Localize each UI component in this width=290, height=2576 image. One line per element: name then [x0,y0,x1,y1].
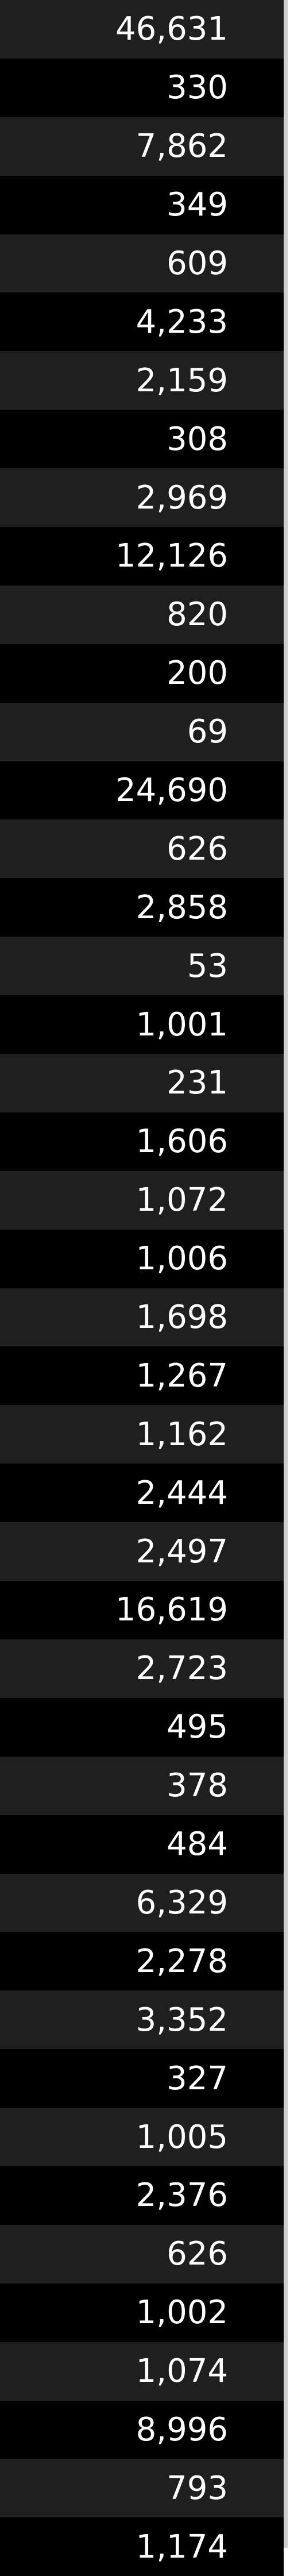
table-row: 16,619 [0,1581,284,1639]
table-cell-value: 1,006 [136,1240,228,1278]
table-row: 1,074 [0,2342,284,2401]
table-right-border [284,0,288,2548]
table-cell-value: 2,969 [136,479,228,517]
table-row: 8,996 [0,2400,284,2459]
table-row: 1,162 [0,1405,284,1464]
table-row: 2,159 [0,351,284,410]
table-cell-value: 1,074 [136,2352,228,2390]
number-column-table: 46,631 330 7,862 349 609 4,233 2,159 308 2,969 12… [0,0,284,2576]
table-row: 53 [0,937,284,996]
table-cell-value: 484 [167,1826,228,1863]
table-cell-value: 1,001 [136,1006,228,1044]
table-rows: 46,631 330 7,862 349 609 4,233 2,159 308 2,969 12… [0,0,284,2576]
table-row: 1,174 [0,2517,284,2576]
table-cell-value: 308 [167,420,228,458]
table-cell-value: 2,444 [136,1474,228,1512]
table-cell-value: 4,233 [136,303,228,341]
table-row: 495 [0,1697,284,1757]
table-row: 626 [0,819,284,879]
table-row: 484 [0,1815,284,1874]
table-cell-value: 1,072 [136,1181,228,1219]
table-cell-value: 12,126 [115,537,228,575]
table-row: 820 [0,585,284,644]
table-cell-value: 378 [167,1767,228,1805]
table-row: 1,001 [0,995,284,1054]
table-cell-value: 626 [167,2235,228,2273]
table-cell-value: 1,267 [136,1357,228,1395]
table-row: 1,072 [0,1170,284,1230]
table-row: 2,444 [0,1464,284,1523]
table-cell-value: 16,619 [115,1591,228,1629]
table-row: 793 [0,2459,284,2518]
table-row: 7,862 [0,117,284,176]
table-cell-value: 626 [167,830,228,868]
table-cell-value: 495 [167,1708,228,1746]
table-row: 2,858 [0,878,284,937]
table-row: 46,631 [0,0,284,59]
table-row: 4,233 [0,292,284,352]
table-cell-value: 46,631 [115,10,228,48]
table-cell-value: 53 [187,947,228,985]
table-cell-value: 6,329 [136,1884,228,1922]
table-cell-value: 609 [167,245,228,282]
table-cell-value: 69 [187,713,228,751]
table-row: 2,497 [0,1522,284,1581]
table-row: 12,126 [0,527,284,586]
table-cell-value: 1,606 [136,1123,228,1161]
table-row: 1,002 [0,2283,284,2342]
table-cell-value: 330 [167,69,228,107]
table-row: 626 [0,2224,284,2284]
table-row: 2,969 [0,468,284,527]
table-row: 6,329 [0,1873,284,1932]
table-row: 2,723 [0,1639,284,1698]
table-row: 24,690 [0,761,284,820]
table-row: 378 [0,1756,284,1815]
table-cell-value: 327 [167,2059,228,2097]
table-cell-value: 1,002 [136,2294,228,2332]
table-cell-value: 1,162 [136,1415,228,1453]
table-row: 349 [0,175,284,234]
table-row: 69 [0,702,284,761]
table-cell-value: 24,690 [115,772,228,810]
table-cell-value: 1,698 [136,1299,228,1337]
table-row: 1,698 [0,1288,284,1347]
table-cell-value: 8,996 [136,2411,228,2448]
table-cell-value: 820 [167,596,228,634]
table-row: 609 [0,234,284,293]
table-cell-value: 349 [167,186,228,224]
table-row: 2,376 [0,2166,284,2225]
table-cell-value: 2,376 [136,2177,228,2215]
table-cell-value: 7,862 [136,128,228,165]
table-row: 1,005 [0,2108,284,2166]
table-cell-value: 3,352 [136,2001,228,2039]
table-row: 2,278 [0,1932,284,1991]
table-cell-value: 1,174 [136,2528,228,2566]
table-row: 200 [0,644,284,703]
table-cell-value: 2,497 [136,1532,228,1570]
table-row: 231 [0,1054,284,1112]
table-row: 1,606 [0,1112,284,1171]
table-cell-value: 2,858 [136,888,228,926]
table-cell-value: 231 [167,1064,228,1102]
table-cell-value: 2,723 [136,1650,228,1688]
table-cell-value: 2,159 [136,361,228,399]
table-row: 330 [0,58,284,117]
table-cell-value: 200 [167,654,228,692]
table-row: 327 [0,2049,284,2108]
table-cell-value: 1,005 [136,2118,228,2156]
table-row: 1,006 [0,1229,284,1288]
table-row: 308 [0,410,284,469]
table-row: 3,352 [0,1990,284,2050]
table-row: 1,267 [0,1346,284,1406]
table-cell-value: 793 [167,2469,228,2507]
table-cell-value: 2,278 [136,1942,228,1980]
